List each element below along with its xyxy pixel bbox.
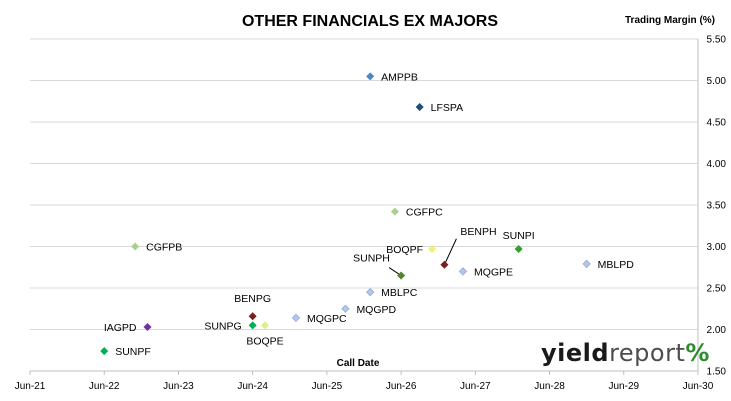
- point-mqgpd: [341, 304, 350, 313]
- point-amppb: [366, 72, 375, 81]
- point-label-mblpc: MBLPC: [381, 287, 418, 299]
- y-tick-label: 2.50: [707, 284, 727, 295]
- x-tick-label: Jun-25: [312, 381, 343, 392]
- point-benph: [440, 260, 449, 269]
- point-label-mqgpe: MQGPE: [474, 266, 513, 278]
- point-label-mqgpd: MQGPD: [356, 304, 396, 316]
- x-tick-label: Jun-24: [237, 381, 268, 392]
- point-cgfpb: [131, 242, 140, 251]
- grid-lines: [30, 38, 698, 330]
- data-points: [100, 72, 591, 356]
- logo-word-yield: yield: [541, 339, 610, 367]
- y-axis-label: Trading Margin (%): [625, 15, 715, 26]
- point-label-benpg: BENPG: [234, 293, 271, 305]
- point-mqgpe: [458, 267, 468, 276]
- point-sunpf: [100, 347, 109, 356]
- yieldreport-logo: yieldreport%: [541, 339, 709, 373]
- point-label-boqpf: BOQPF: [386, 244, 423, 256]
- point-label-mqgpc: MQGPC: [307, 313, 347, 325]
- point-label-sunpg: SUNPG: [204, 320, 241, 332]
- x-tick-label: Jun-23: [163, 381, 194, 392]
- point-label-boqpe: BOQPE: [246, 335, 283, 347]
- x-tick-label: Jun-27: [460, 381, 491, 392]
- point-boqpe: [261, 321, 270, 330]
- x-tick-label: Jun-21: [15, 381, 46, 392]
- point-cgfpc: [390, 207, 399, 216]
- point-label-sunph: SUNPH: [353, 253, 390, 265]
- point-lfspa: [415, 103, 424, 112]
- point-mqgpc: [291, 313, 301, 323]
- logo-word-report: report: [609, 339, 686, 367]
- x-tick-label: Jun-29: [608, 381, 639, 392]
- chart-title: OTHER FINANCIALS EX MAJORS: [242, 13, 498, 30]
- point-label-sunpi: SUNPI: [503, 230, 535, 242]
- y-tick-label: 4.50: [707, 118, 727, 129]
- x-tick-label: Jun-22: [89, 381, 120, 392]
- y-tick-label: 3.00: [707, 242, 727, 253]
- x-axis-label: Call Date: [337, 358, 380, 369]
- point-mblpc: [366, 287, 375, 297]
- point-label-mblpd: MBLPD: [598, 259, 635, 271]
- y-tick-label: 5.50: [707, 35, 727, 46]
- point-label-iagpd: IAGPD: [104, 322, 137, 334]
- point-sunpg: [248, 321, 257, 330]
- y-tick-label: 5.00: [707, 76, 727, 87]
- x-tick-label: Jun-26: [386, 381, 417, 392]
- y-tick-label: 4.00: [707, 159, 727, 170]
- x-tick-label: Jun-30: [683, 381, 714, 392]
- x-tick-label: Jun-28: [534, 381, 565, 392]
- point-labels: AMPPB LFSPA CGFPC CGFPB BOQPF SUNPI BENPH MQGPE…: [104, 71, 634, 358]
- point-sunpi: [514, 244, 523, 254]
- point-benpg: [248, 312, 257, 321]
- y-tick-label: 3.50: [707, 201, 727, 212]
- y-tick-label: 2.00: [707, 325, 727, 336]
- axes: [29, 39, 699, 375]
- point-label-amppb: AMPPB: [381, 71, 418, 83]
- point-iagpd: [143, 322, 152, 332]
- tick-labels: 1.50 2.00 2.50 3.00 3.50 4.00 4.50 5.00 5.50 Jun-…: [15, 35, 727, 393]
- leader-line-benph: [443, 238, 457, 265]
- point-sunph: [397, 271, 406, 280]
- point-mblpd: [582, 259, 591, 269]
- point-label-sunpf: SUNPF: [115, 346, 151, 358]
- point-label-cgfpb: CGFPB: [146, 242, 182, 254]
- point-label-cgfpc: CGFPC: [406, 207, 443, 219]
- point-label-lfspa: LFSPA: [431, 102, 463, 114]
- y-tick-label: 1.50: [707, 367, 727, 378]
- point-label-benph: BENPH: [460, 226, 496, 238]
- logo-percent: %: [685, 339, 710, 367]
- point-boqpf: [428, 244, 437, 254]
